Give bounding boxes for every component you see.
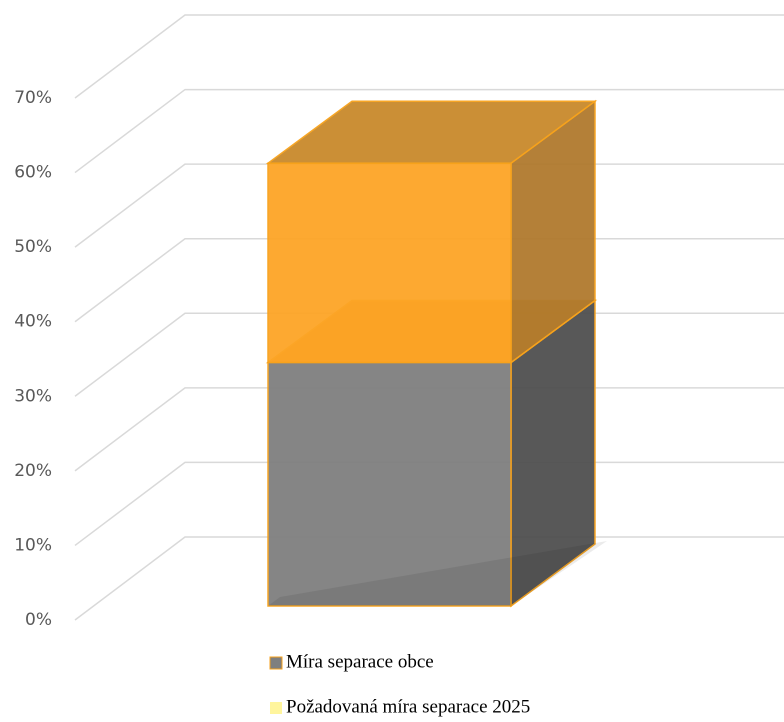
- y-tick-label: 0%: [25, 610, 52, 630]
- y-tick-label: 40%: [14, 312, 52, 332]
- legend-swatch: [270, 702, 282, 714]
- bar: [267, 361, 512, 607]
- y-tick-label: 20%: [14, 461, 52, 481]
- grid-line: [74, 14, 784, 99]
- floor-shadow: [268, 541, 607, 606]
- bar: [267, 162, 512, 364]
- legend-swatch: [269, 656, 283, 670]
- grid-line: [74, 88, 784, 174]
- y-tick-label: 60%: [14, 163, 52, 183]
- legend-label: Míra separace obce: [286, 651, 434, 672]
- y-tick-label: 70%: [14, 88, 52, 108]
- legend-label: Požadovaná míra separace 2025: [286, 696, 530, 717]
- y-tick-label: 10%: [14, 535, 52, 555]
- y-tick-label: 30%: [14, 386, 52, 406]
- y-tick-label: 50%: [14, 237, 52, 257]
